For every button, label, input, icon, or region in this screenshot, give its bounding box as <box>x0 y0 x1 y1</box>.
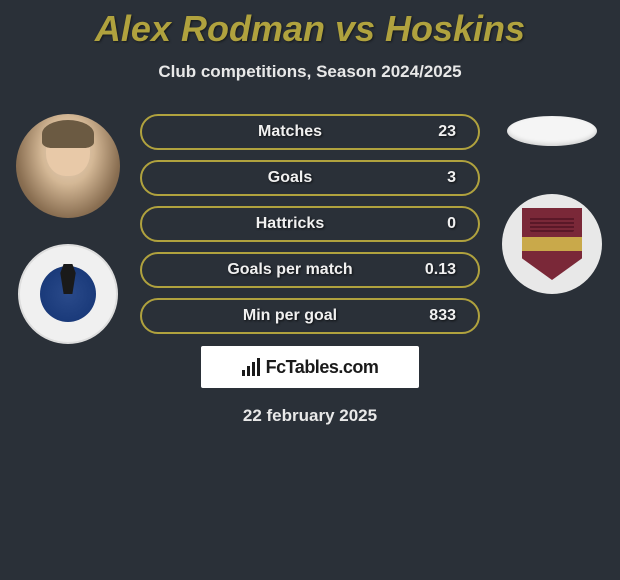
subtitle: Club competitions, Season 2024/2025 <box>0 62 620 82</box>
stat-row-matches: Matches 23 <box>140 114 480 150</box>
left-player-column <box>8 114 128 344</box>
stat-row-min-per-goal: Min per goal 833 <box>140 298 480 334</box>
stat-label: Min per goal <box>164 307 416 325</box>
player-right-avatar <box>507 116 597 146</box>
chart-bars-icon <box>242 358 260 376</box>
stat-value: 23 <box>416 123 456 141</box>
player-right-club-badge <box>502 194 602 294</box>
stat-row-goals: Goals 3 <box>140 160 480 196</box>
branding-text: FcTables.com <box>266 357 379 378</box>
stats-list: Matches 23 Goals 3 Hattricks 0 Goals per… <box>140 114 480 334</box>
stat-label: Goals per match <box>164 261 416 279</box>
stat-value: 3 <box>416 169 456 187</box>
right-player-column <box>492 114 612 294</box>
player-left-club-badge <box>18 244 118 344</box>
stat-label: Goals <box>164 169 416 187</box>
stat-row-hattricks: Hattricks 0 <box>140 206 480 242</box>
stat-value: 0.13 <box>416 261 456 279</box>
stat-value: 0 <box>416 215 456 233</box>
page-title: Alex Rodman vs Hoskins <box>0 0 620 50</box>
stat-value: 833 <box>416 307 456 325</box>
stat-row-goals-per-match: Goals per match 0.13 <box>140 252 480 288</box>
comparison-date: 22 february 2025 <box>0 406 620 426</box>
stat-label: Matches <box>164 123 416 141</box>
comparison-content: Matches 23 Goals 3 Hattricks 0 Goals per… <box>0 114 620 426</box>
stat-label: Hattricks <box>164 215 416 233</box>
player-left-avatar <box>16 114 120 218</box>
branding-badge: FcTables.com <box>201 346 419 388</box>
